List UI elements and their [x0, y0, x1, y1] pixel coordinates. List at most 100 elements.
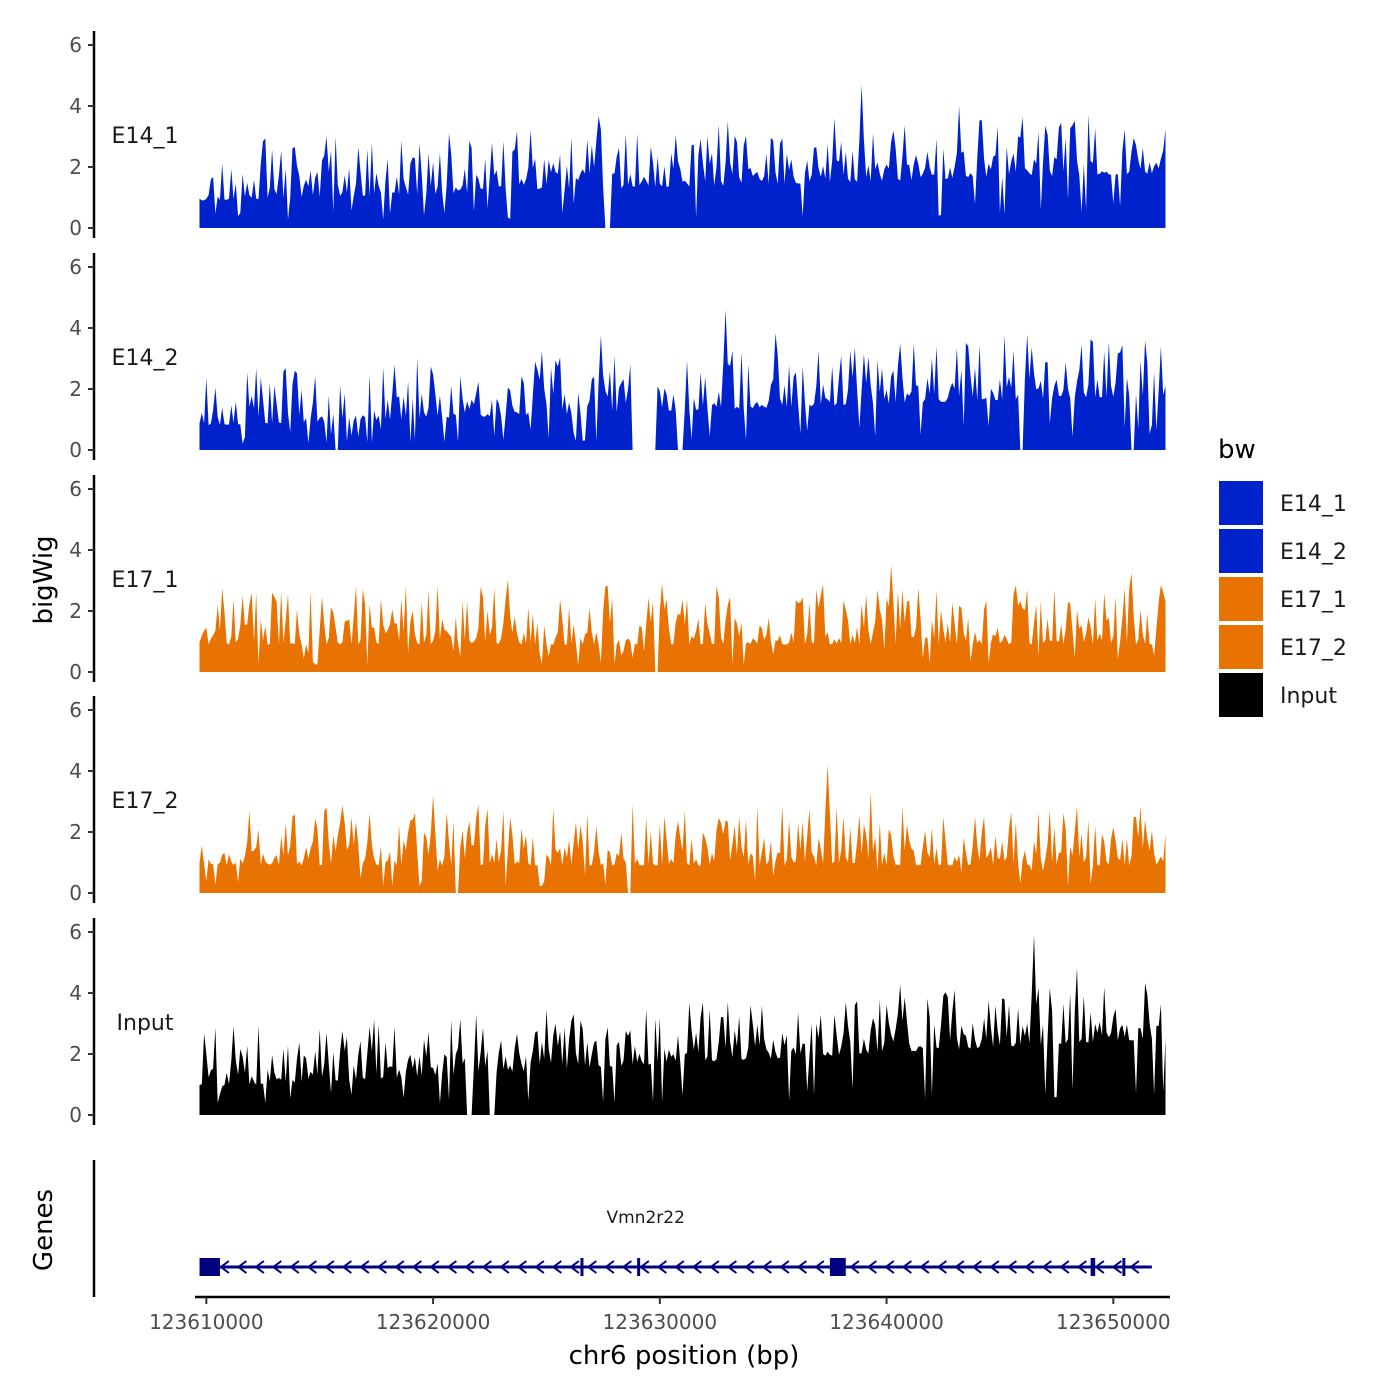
legend-label-E14_2: E14_2: [1280, 540, 1347, 565]
strand-arrow: [1094, 1260, 1105, 1274]
strand-arrow: [289, 1260, 300, 1274]
genes-axis-title: Genes: [29, 1189, 59, 1271]
legend-title: bw: [1218, 435, 1256, 465]
strand-arrow: [586, 1260, 597, 1274]
strand-arrow: [499, 1260, 510, 1274]
strand-arrow: [919, 1260, 930, 1274]
strand-arrow: [1059, 1260, 1070, 1274]
x-tick-label: 123620000: [376, 1310, 491, 1334]
strand-arrow: [656, 1260, 667, 1274]
strand-arrow: [726, 1260, 737, 1274]
y-tick-label: 4: [69, 538, 82, 562]
strand-arrow: [779, 1260, 790, 1274]
legend-label-E17_2: E17_2: [1280, 636, 1347, 661]
y-tick-label: 6: [69, 698, 82, 722]
strand-arrow: [411, 1260, 422, 1274]
exon: [829, 1258, 846, 1276]
y-tick-label: 4: [69, 981, 82, 1005]
track-E17_2: 0 2 4 6 E17_2: [69, 696, 1166, 905]
legend-swatch-E14_1: [1217, 479, 1265, 527]
strand-arrow: [1041, 1260, 1052, 1274]
exon: [1090, 1258, 1096, 1276]
y-tick-label: 2: [69, 377, 82, 401]
strand-arrow: [1076, 1260, 1087, 1274]
strand-arrow: [359, 1260, 370, 1274]
strand-arrow: [376, 1260, 387, 1274]
y-tick-label: 2: [69, 820, 82, 844]
strand-arrow: [884, 1260, 895, 1274]
strand-arrow: [516, 1260, 527, 1274]
strand-arrow: [621, 1260, 632, 1274]
y-tick-label: 2: [69, 599, 82, 623]
strand-arrow: [989, 1260, 1000, 1274]
strand-arrow: [236, 1260, 247, 1274]
x-tick-label: 123630000: [603, 1310, 718, 1334]
strand-arrow: [901, 1260, 912, 1274]
legend-swatch-E14_2: [1217, 527, 1265, 575]
strand-arrow: [569, 1260, 580, 1274]
coverage-area-E14_2: [199, 309, 1166, 450]
strand-arrow: [481, 1260, 492, 1274]
strand-arrow: [796, 1260, 807, 1274]
gene-annotation-panel: Vmn2r22: [92, 1160, 1152, 1297]
strand-arrow: [814, 1260, 825, 1274]
legend-swatch-E17_1: [1217, 575, 1265, 623]
strand-arrow: [761, 1260, 772, 1274]
y-tick-label: 0: [69, 216, 82, 240]
y-tick-label: 6: [69, 920, 82, 944]
legend-label-E14_1: E14_1: [1280, 492, 1347, 517]
coverage-area-E14_1: [199, 84, 1166, 228]
y-tick-label: 6: [69, 255, 82, 279]
coverage-tracks: 0 2 4 6 E14_1 0 2 4 6 E14_2 0 2 4 6 E17_1 0 2 4 6 E17_2 0 2 4 6…: [69, 31, 1166, 1127]
strand-arrow: [709, 1260, 720, 1274]
x-tick-label: 123650000: [1056, 1310, 1171, 1334]
strand-arrow: [254, 1260, 265, 1274]
legend-label-E17_1: E17_1: [1280, 588, 1347, 613]
strand-arrow: [639, 1260, 650, 1274]
exon: [580, 1258, 584, 1276]
gene-Vmn2r22: Vmn2r22: [199, 1208, 1152, 1276]
y-tick-label: 4: [69, 759, 82, 783]
y-axis-title: bigWig: [29, 535, 59, 624]
track-E14_1: 0 2 4 6 E14_1: [69, 31, 1166, 240]
coverage-area-E17_2: [199, 764, 1166, 893]
strand-arrow: [394, 1260, 405, 1274]
strand-arrow: [446, 1260, 457, 1274]
strand-arrow: [1129, 1260, 1140, 1274]
strand-arrow: [324, 1260, 335, 1274]
strand-arrow: [1024, 1260, 1035, 1274]
x-tick-label: 123610000: [149, 1310, 264, 1334]
coverage-area-E17_1: [199, 565, 1166, 672]
strand-arrow: [306, 1260, 317, 1274]
x-axis-title: chr6 position (bp): [569, 1341, 800, 1371]
y-tick-label: 2: [69, 155, 82, 179]
y-tick-label: 0: [69, 438, 82, 462]
strand-arrow: [674, 1260, 685, 1274]
track-label: E17_2: [112, 789, 179, 814]
strand-arrow: [551, 1260, 562, 1274]
strand-arrow: [744, 1260, 755, 1274]
track-E17_1: 0 2 4 6 E17_1: [69, 475, 1166, 684]
y-tick-label: 4: [69, 316, 82, 340]
strand-arrow: [219, 1260, 230, 1274]
strand-arrow: [866, 1260, 877, 1274]
strand-arrow: [1006, 1260, 1017, 1274]
strand-arrow: [604, 1260, 615, 1274]
gene-name-label: Vmn2r22: [606, 1208, 684, 1228]
strand-arrow: [936, 1260, 947, 1274]
y-tick-label: 6: [69, 33, 82, 57]
strand-arrow: [464, 1260, 475, 1274]
y-tick-label: 4: [69, 94, 82, 118]
track-label: Input: [117, 1011, 174, 1036]
strand-arrow: [534, 1260, 545, 1274]
strand-arrow: [429, 1260, 440, 1274]
exon: [637, 1258, 641, 1276]
strand-arrow: [271, 1260, 282, 1274]
legend-swatch-Input: [1217, 671, 1265, 719]
track-label: E14_1: [112, 124, 179, 149]
y-tick-label: 6: [69, 477, 82, 501]
strand-arrow: [1111, 1260, 1122, 1274]
track-label: E17_1: [112, 568, 179, 593]
legend: bw E14_1 E14_2 E17_1 E17_2 Input: [1217, 435, 1347, 719]
